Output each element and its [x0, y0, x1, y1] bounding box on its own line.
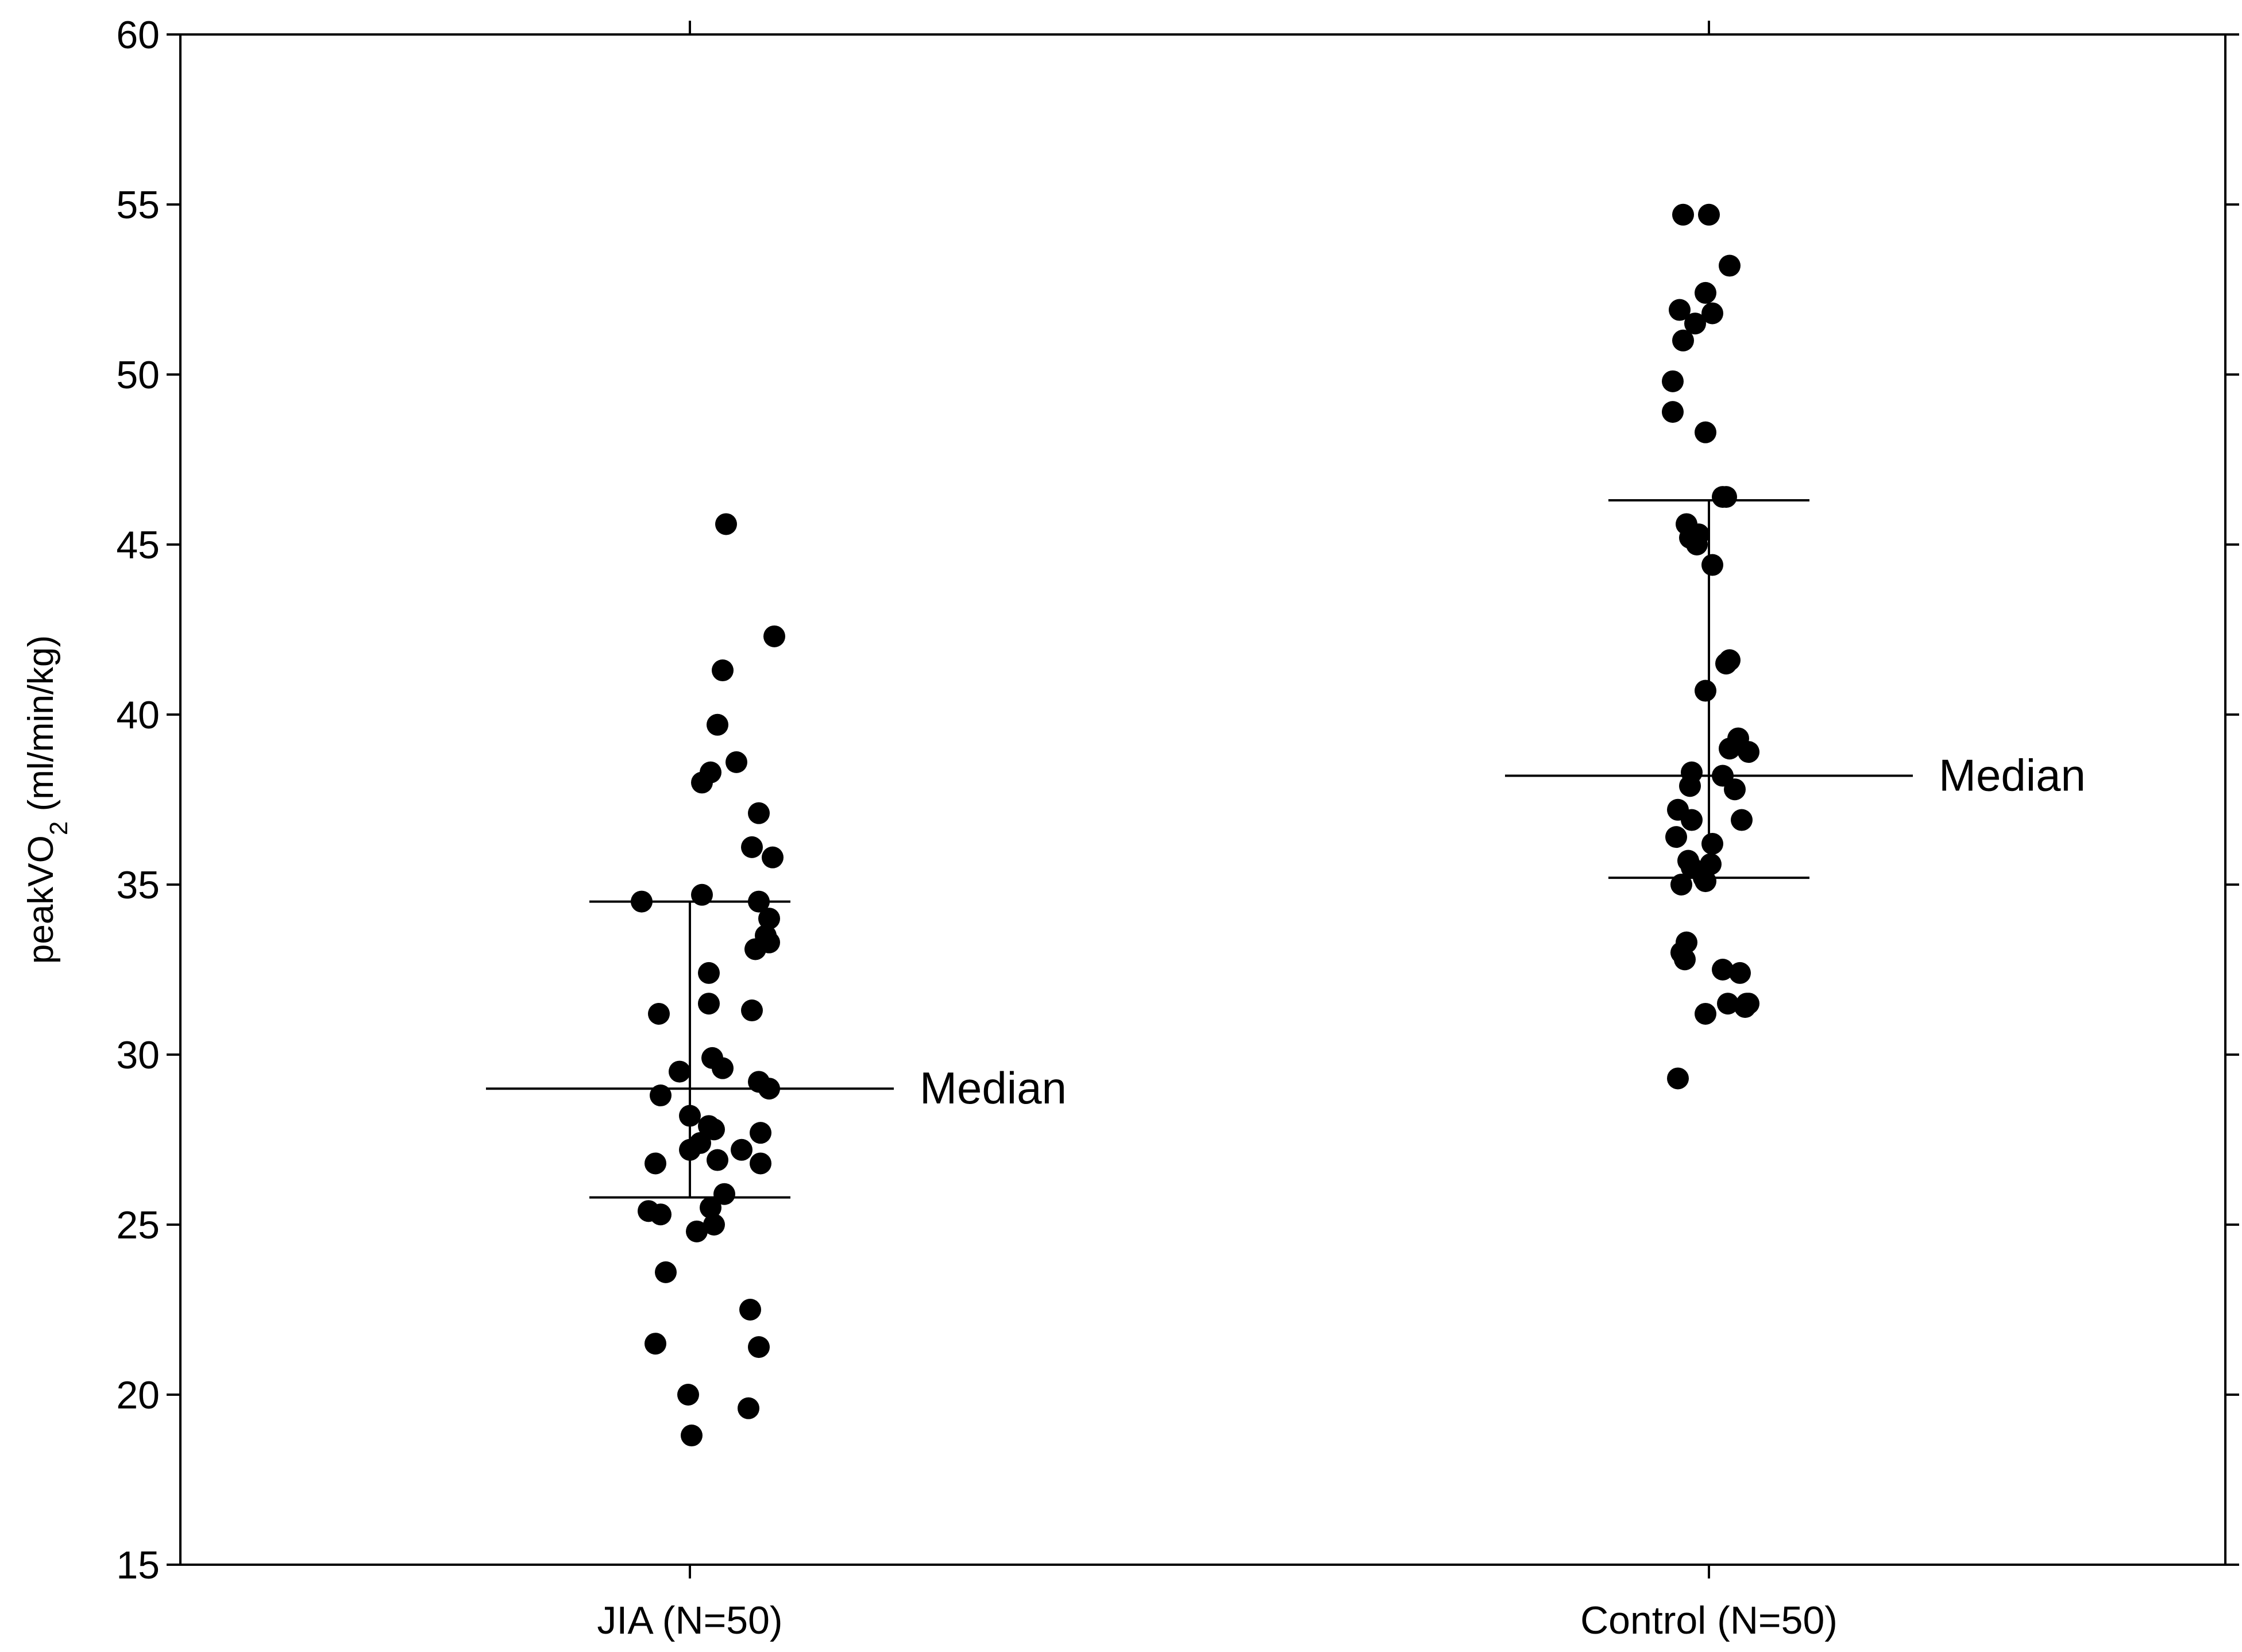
data-point	[758, 931, 780, 954]
data-point	[650, 1203, 672, 1226]
data-point	[750, 1122, 771, 1144]
data-point	[1719, 738, 1741, 760]
data-point	[691, 883, 713, 906]
data-point	[1695, 421, 1716, 443]
data-point	[1670, 874, 1692, 896]
data-point	[691, 771, 713, 794]
median-iqr-markers: Median Median	[486, 499, 2086, 1199]
data-point	[703, 1118, 725, 1141]
y-tick-label: 15	[116, 1543, 160, 1587]
data-point	[1724, 778, 1746, 801]
y-tick-label: 20	[116, 1373, 160, 1417]
data-point	[1717, 993, 1739, 1015]
y-axis-label-unit: (ml/min/kg)	[21, 635, 61, 821]
y-tick-label: 45	[116, 523, 160, 567]
plot-frame	[179, 33, 2226, 1566]
median-annotation: Median	[920, 1063, 1067, 1113]
data-point	[1698, 203, 1720, 226]
data-point	[750, 1152, 771, 1175]
data-point	[1669, 299, 1691, 321]
data-point	[741, 999, 763, 1022]
y-tick-label: 25	[116, 1203, 160, 1247]
y-axis-label: peakVO2 (ml/min/kg)	[21, 635, 73, 964]
data-point	[1715, 486, 1737, 508]
data-point	[739, 1299, 761, 1321]
data-point	[726, 751, 747, 773]
x-axis: JIA (N=50) Control (N=50)	[597, 21, 1838, 1642]
data-point	[758, 1078, 780, 1100]
data-point	[1688, 523, 1710, 546]
y-tick-label: 40	[116, 693, 160, 737]
data-point	[631, 890, 653, 913]
x-category-label: JIA (N=50)	[597, 1599, 782, 1642]
data-point	[669, 1060, 690, 1083]
data-point	[1712, 959, 1734, 981]
y-axis: 15 20 25 30 35 40 45 50 55 60	[116, 13, 2239, 1587]
y-axis-label-subscript: 2	[45, 821, 73, 835]
data-point	[715, 513, 737, 535]
data-point	[763, 625, 785, 647]
data-point	[700, 1196, 721, 1219]
median-annotation: Median	[1939, 750, 2086, 801]
data-point	[731, 1138, 753, 1161]
y-tick-label: 30	[116, 1033, 160, 1077]
data-point	[1665, 826, 1687, 848]
data-point	[655, 1261, 677, 1283]
data-point	[1684, 312, 1706, 335]
data-point	[1731, 809, 1753, 831]
data-point	[713, 1183, 735, 1205]
data-point	[758, 908, 780, 930]
data-point	[686, 1220, 708, 1242]
data-point	[1729, 962, 1751, 984]
data-point	[650, 1084, 672, 1107]
data-point	[762, 846, 784, 869]
x-category-label: Control (N=50)	[1580, 1599, 1838, 1642]
data-point	[681, 1425, 703, 1447]
data-point	[712, 1057, 734, 1079]
data-point	[748, 890, 770, 913]
data-point	[712, 659, 734, 682]
data-point	[1674, 948, 1696, 971]
data-point	[648, 1002, 670, 1025]
data-point	[1695, 870, 1716, 893]
data-point	[645, 1152, 666, 1175]
data-point	[1701, 554, 1723, 576]
data-point	[698, 962, 720, 984]
y-tick-label: 35	[116, 863, 160, 907]
data-point	[741, 836, 763, 858]
data-point	[1662, 370, 1684, 392]
data-point	[1719, 649, 1741, 671]
y-tick-label: 50	[116, 353, 160, 397]
y-tick-label: 60	[116, 13, 160, 57]
data-point	[1719, 254, 1741, 277]
data-point	[698, 993, 720, 1015]
data-point	[748, 1336, 770, 1358]
data-point	[679, 1105, 701, 1127]
data-points	[631, 203, 1759, 1447]
data-point	[738, 1397, 759, 1419]
data-point	[707, 713, 728, 736]
data-point	[1667, 1067, 1689, 1090]
data-point	[1701, 302, 1723, 325]
data-point	[1738, 993, 1759, 1015]
data-point	[1681, 809, 1703, 831]
data-point	[1695, 1002, 1716, 1025]
data-point	[1679, 775, 1701, 797]
data-point	[707, 1149, 728, 1171]
data-point	[703, 1214, 725, 1236]
y-tick-label: 55	[116, 183, 160, 227]
data-point	[679, 1138, 701, 1161]
data-point	[1695, 680, 1716, 702]
data-point	[1738, 741, 1759, 763]
data-point	[1672, 329, 1694, 352]
data-point	[677, 1384, 699, 1406]
data-point	[1672, 203, 1694, 226]
y-axis-label-main: peakVO	[21, 835, 61, 964]
data-point	[748, 802, 770, 824]
data-point	[645, 1333, 666, 1355]
data-point	[1695, 281, 1716, 304]
data-point	[1701, 832, 1723, 855]
data-point	[1662, 401, 1684, 423]
